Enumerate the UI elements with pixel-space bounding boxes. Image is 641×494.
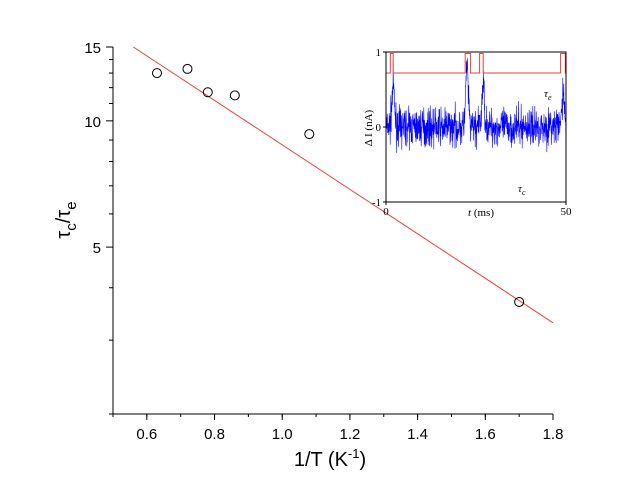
x-tick-label: 1.2 (339, 426, 360, 443)
inset-y-tick-label: 1 (376, 47, 382, 59)
inset-noise-trace (385, 58, 567, 153)
data-point (514, 296, 525, 307)
noise-trace (385, 58, 567, 153)
data-point (182, 63, 193, 74)
inset-x-tick-label: 50 (561, 206, 573, 218)
main-x-ticks: 0.6 0.8 1.0 1.2 1.4 1.6 1.8 (112, 414, 564, 443)
x-tick-label: 0.6 (136, 426, 157, 443)
data-point (229, 90, 240, 101)
annotation-tau-e: τe (544, 88, 552, 102)
data-point (152, 68, 162, 79)
inset-y-tick-label: -1 (372, 197, 381, 209)
data-point (202, 87, 213, 98)
annotation-tau-c: τc (518, 183, 526, 197)
x-tick-label: 0.8 (204, 426, 225, 443)
y-tick-label: 15 (84, 40, 101, 57)
x-tick-label: 1.6 (475, 426, 496, 443)
inset-chart: 0 50 10-1 t (ms) Δ I (nA) τe τc (363, 47, 572, 219)
y-tick-label: 5 (93, 240, 101, 257)
inset-y-axis-title: Δ I (nA) (363, 109, 375, 146)
inset-y-ticks: 1 0 -1 (372, 47, 386, 209)
inset-x-axis-title: t (ms) (468, 207, 494, 219)
main-y-ticks: 5 10 15 (84, 40, 113, 415)
data-point (304, 129, 315, 140)
inset-x-tick-label: 0 (383, 206, 389, 218)
y-tick-label: 10 (84, 114, 101, 131)
x-tick-label: 1.4 (407, 426, 428, 443)
fit-line (133, 46, 554, 324)
inset-y-tick-label: 0 (376, 122, 382, 134)
x-axis-title: 1/T (K-1) (294, 446, 366, 471)
inset-telegraph-signal (386, 53, 566, 74)
x-tick-label: 1.0 (272, 426, 293, 443)
data-points (152, 63, 525, 307)
y-axis-title: τc/τe (53, 201, 80, 238)
x-tick-label: 1.8 (543, 426, 564, 443)
